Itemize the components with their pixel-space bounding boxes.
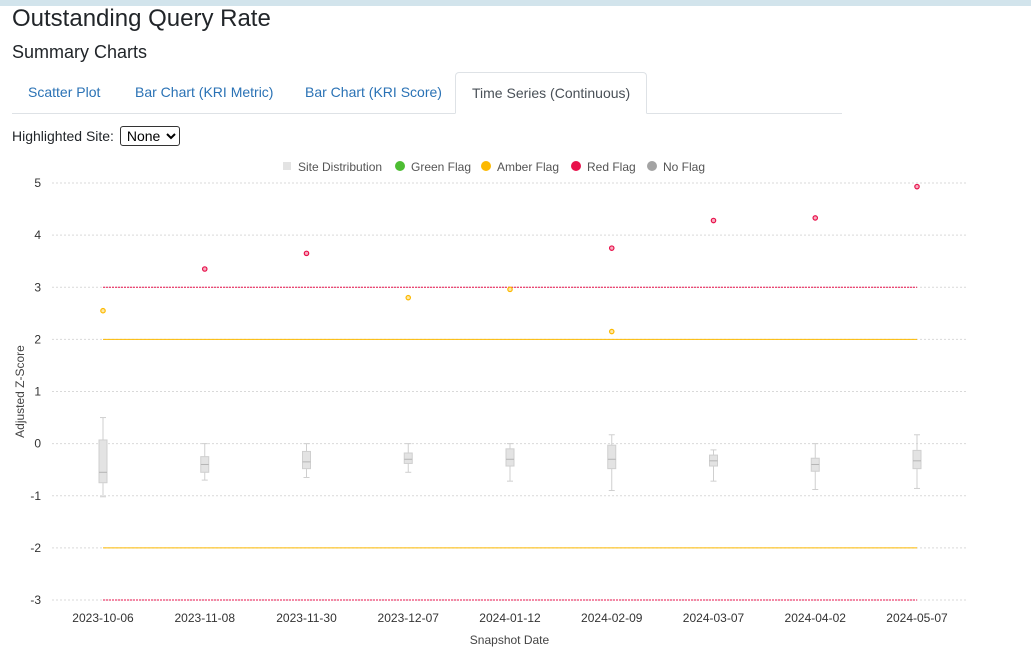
x-tick-label: 2024-04-02 <box>785 611 847 625</box>
flag-point-red <box>608 245 615 251</box>
grid-lines <box>52 182 967 601</box>
flag-point-red <box>812 215 819 221</box>
y-axis-title: Adjusted Z-Score <box>13 345 27 438</box>
highlighted-site-row: Highlighted Site: None <box>12 126 180 146</box>
chart-tabs: Scatter Plot Bar Chart (KRI Metric) Bar … <box>12 72 842 114</box>
y-tick-label: -1 <box>30 489 41 503</box>
legend-marker-circle <box>647 161 657 171</box>
flag-point-red <box>914 183 920 190</box>
chart-legend: Site Distribution Green Flag Amber Flag Red… <box>283 160 705 174</box>
x-tick-label: 2023-11-30 <box>276 611 337 625</box>
x-tick-label: 2024-01-12 <box>479 611 541 625</box>
x-tick-label: 2023-12-07 <box>378 611 440 625</box>
flag-point-red <box>710 217 717 224</box>
legend-marker-square <box>283 162 291 170</box>
top-bar <box>0 0 1031 6</box>
x-axis-title: Snapshot Date <box>470 633 550 647</box>
legend-marker-circle <box>395 161 405 171</box>
box-iqr <box>98 439 108 484</box>
box-iqr <box>505 448 515 467</box>
x-tick-label: 2024-05-07 <box>886 611 948 625</box>
y-tick-label: -3 <box>30 593 41 607</box>
box-iqr <box>403 452 413 464</box>
flag-point-amber <box>608 328 615 335</box>
tab-scatter-plot[interactable]: Scatter Plot <box>28 84 101 100</box>
tab-bar-chart-kri-metric[interactable]: Bar Chart (KRI Metric) <box>135 84 274 100</box>
y-tick-label: 1 <box>34 385 41 399</box>
y-tick-label: 4 <box>34 228 41 242</box>
flagged-site-points <box>100 183 920 335</box>
legend-label: Amber Flag <box>497 160 559 174</box>
flag-point-amber <box>507 286 513 293</box>
y-tick-label: 5 <box>34 176 41 190</box>
flag-point-red <box>303 250 310 257</box>
legend-marker-circle <box>481 161 491 171</box>
flag-point-amber <box>100 307 106 314</box>
page-title: Outstanding Query Rate <box>12 5 271 32</box>
y-tick-label: -2 <box>30 541 41 555</box>
flag-point-amber <box>405 294 412 301</box>
x-axis-ticks: 2023-10-06 2023-11-08 2023-11-30 2023-12-07… <box>72 611 948 625</box>
y-tick-label: 2 <box>34 332 41 346</box>
legend-marker-circle <box>571 161 581 171</box>
y-tick-label: 3 <box>34 280 41 294</box>
legend-label: Red Flag <box>587 160 636 174</box>
tab-time-series-continuous[interactable]: Time Series (Continuous) <box>455 72 648 114</box>
tab-bar-chart-kri-score[interactable]: Bar Chart (KRI Score) <box>305 84 442 100</box>
flag-point-red <box>201 266 208 272</box>
page-subtitle: Summary Charts <box>12 42 148 62</box>
box-iqr <box>302 450 311 470</box>
y-tick-label: 0 <box>34 437 41 451</box>
x-tick-label: 2023-11-08 <box>175 611 236 625</box>
box-iqr <box>912 449 922 470</box>
box-iqr <box>607 444 617 470</box>
legend-label: Green Flag <box>411 160 471 174</box>
x-tick-label: 2023-10-06 <box>72 611 134 625</box>
time-series-chart: -3 -2 -1 0 1 2 3 4 5 2023-10-06 2023-11-08 2023-11… <box>13 160 967 647</box>
highlighted-site-select[interactable]: None <box>119 126 180 146</box>
y-axis-ticks: -3 -2 -1 0 1 2 3 4 5 <box>30 176 41 607</box>
legend-label: No Flag <box>663 160 705 174</box>
highlighted-site-label: Highlighted Site: <box>12 128 114 144</box>
x-tick-label: 2024-02-09 <box>581 611 643 625</box>
legend-label: Site Distribution <box>298 160 382 174</box>
site-distribution-boxes <box>98 417 922 498</box>
x-tick-label: 2024-03-07 <box>683 611 745 625</box>
